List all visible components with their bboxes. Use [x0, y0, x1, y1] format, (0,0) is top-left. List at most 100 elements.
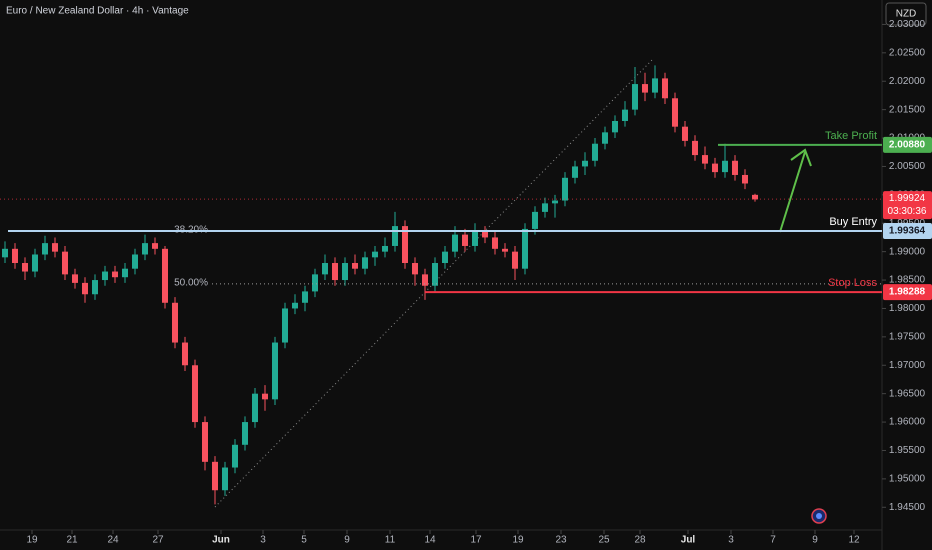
x-tick-label: Jun	[212, 535, 230, 546]
candle-body	[752, 194, 758, 200]
candle-body	[552, 200, 558, 204]
countdown: 03:30:36	[888, 206, 927, 217]
candle-body	[62, 251, 68, 275]
x-tick-label: 11	[385, 535, 396, 546]
currency-button[interactable]	[885, 2, 927, 26]
chart-title: Euro / New Zealand Dollar · 4h · Vantage	[6, 6, 189, 17]
x-tick-label: 3	[728, 535, 734, 546]
candle-body	[532, 211, 538, 229]
candle	[232, 439, 238, 474]
candle-body	[112, 271, 118, 278]
x-tick-label: 9	[812, 535, 818, 546]
candle	[212, 456, 218, 505]
y-tick-label: 1.95500	[889, 445, 926, 456]
candle-body	[262, 393, 268, 400]
candle	[272, 336, 278, 406]
candle	[502, 243, 508, 258]
candle	[742, 169, 748, 190]
candle-body	[472, 231, 478, 246]
y-tick-label: 2.01500	[889, 104, 926, 115]
candle-body	[292, 302, 298, 309]
x-tick-label: 9	[344, 535, 350, 546]
candle-body	[412, 263, 418, 275]
y-tick-label: 1.98500	[889, 275, 926, 286]
candle-body	[212, 461, 218, 491]
candle	[332, 257, 338, 286]
candle	[112, 265, 118, 283]
candle	[372, 245, 378, 266]
y-tick-label: 1.96000	[889, 417, 926, 428]
x-tick-label: 3	[260, 535, 266, 546]
y-tick-label: 2.02500	[889, 47, 926, 58]
level-price-box	[883, 222, 932, 239]
candle-body	[492, 237, 498, 249]
candle-body	[222, 467, 228, 491]
candle-body	[612, 120, 618, 133]
candle-body	[522, 228, 528, 269]
candle-body	[582, 160, 588, 167]
candle-body	[252, 393, 258, 423]
candle-body	[342, 263, 348, 281]
x-tick-label: 19	[26, 535, 38, 546]
arrow	[779, 148, 812, 233]
candle	[482, 226, 488, 244]
x-tick-label: 23	[555, 535, 567, 546]
event-icon[interactable]	[811, 508, 827, 524]
candle-body	[162, 248, 168, 303]
candle	[242, 416, 248, 451]
candle	[162, 245, 168, 309]
candle	[542, 197, 548, 218]
level-name: Stop Loss	[828, 277, 877, 289]
candle	[722, 143, 728, 178]
candle-body	[242, 422, 248, 445]
candle	[142, 234, 148, 261]
y-tick-label: 2.02000	[889, 76, 926, 87]
candle-body	[302, 291, 308, 303]
candle	[642, 72, 648, 102]
candle	[662, 72, 668, 104]
candle-body	[562, 177, 568, 201]
candle	[312, 268, 318, 298]
x-tick-label: 14	[424, 535, 436, 546]
candle	[652, 65, 658, 99]
candle	[192, 359, 198, 428]
candle	[582, 152, 588, 175]
candle	[12, 243, 18, 269]
x-tick-label: 19	[512, 535, 524, 546]
candle	[262, 385, 268, 411]
candle	[552, 194, 558, 218]
candle-body	[632, 84, 638, 110]
candle-body	[672, 98, 678, 127]
x-tick-label: 5	[301, 535, 307, 546]
x-tick-label: 28	[634, 535, 646, 546]
candle-body	[542, 203, 548, 212]
y-tick-label: 1.99000	[889, 246, 926, 257]
candle	[462, 228, 468, 252]
candle-body	[682, 126, 688, 141]
event-icon-dot[interactable]	[816, 513, 822, 519]
candle-body	[622, 109, 628, 121]
candle-body	[152, 243, 158, 249]
candle	[22, 257, 28, 281]
candle	[672, 92, 678, 133]
candle	[432, 257, 438, 292]
candle	[122, 263, 128, 283]
candle	[222, 461, 228, 496]
candle-body	[72, 274, 78, 283]
currency-label[interactable]: NZD	[896, 9, 917, 20]
candle	[252, 387, 258, 428]
candle	[342, 257, 348, 286]
candle-body	[402, 226, 408, 264]
candle	[362, 251, 368, 275]
arrow-head	[790, 148, 812, 167]
candle	[132, 248, 138, 275]
x-tick-label: 17	[470, 535, 482, 546]
candle-body	[22, 263, 28, 272]
candle	[592, 138, 598, 167]
candle	[632, 67, 638, 116]
candle	[292, 294, 298, 315]
candle	[572, 160, 578, 184]
